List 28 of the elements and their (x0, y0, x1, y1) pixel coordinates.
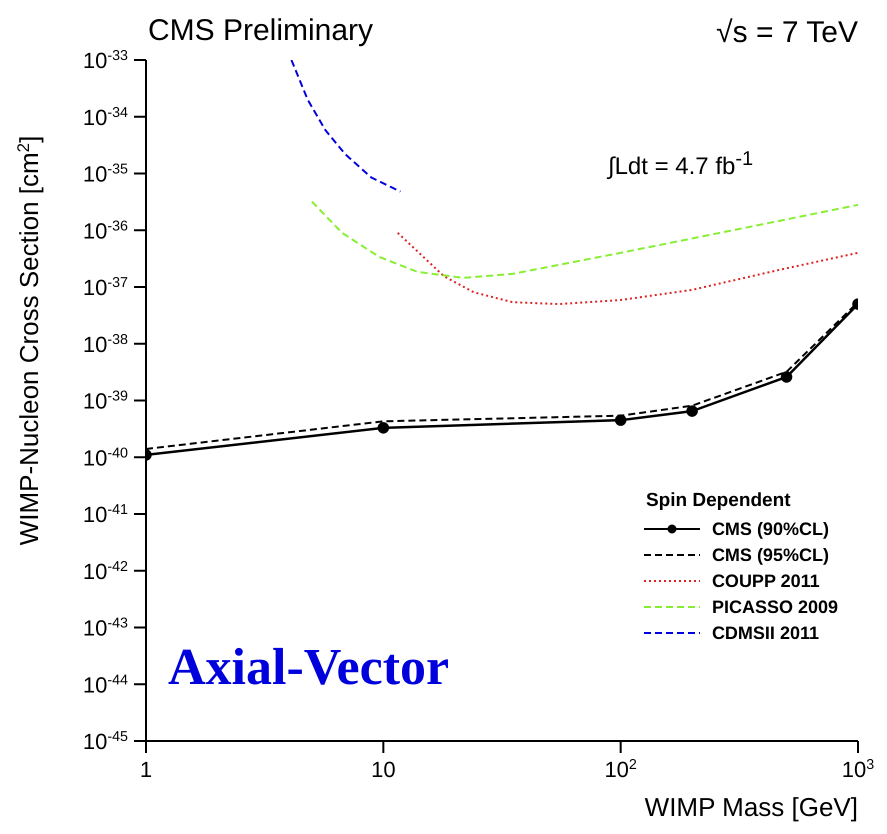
y-tick-label: 10$^{-38}$ (82, 332, 128, 357)
legend-label: COUPP 2011 (712, 570, 820, 592)
y-tick-label: 10$^{-40}$ (82, 445, 128, 470)
y-tick-label: 10$^{-41}$ (82, 502, 128, 527)
annotation: Axial-Vector (168, 638, 450, 697)
legend-label: CDMSII 2011 (712, 622, 819, 644)
legend-title: Spin Dependent (646, 490, 792, 512)
y-tick-label: 10$^{-34}$ (82, 104, 128, 130)
y-tick-label: 10$^{-42}$ (82, 558, 128, 584)
legend-label: CMS (95%CL) (712, 544, 829, 566)
x-tick-label: 10$^{2}$ (604, 757, 637, 782)
x-tick-label: 10 (371, 757, 396, 782)
legend-label: CMS (90%CL) (712, 518, 829, 540)
x-tick-label: 10$^{3}$ (842, 757, 874, 782)
y-tick-label: 10$^{-36}$ (82, 218, 128, 244)
legend-label: PICASSO 2009 (712, 596, 838, 618)
annotation: ∫Ldt = 4.7 fb$^{-1}$ (608, 148, 754, 181)
chart-title: CMS Preliminary (148, 14, 374, 48)
text: √s = 7 TeV (716, 16, 858, 50)
y-tick-label: 10$^{-33}$ (82, 48, 128, 73)
x-tick-label: 1 (140, 757, 152, 782)
y-tick-label: 10$^{-43}$ (82, 616, 128, 640)
y-tick-label: 10$^{-44}$ (82, 672, 128, 698)
x-axis-title: WIMP Mass [GeV] (644, 792, 858, 822)
y-tick-label: 10$^{-37}$ (82, 275, 128, 300)
y-tick-label: 10$^{-39}$ (82, 388, 128, 414)
y-tick-label: 10$^{-45}$ (82, 729, 128, 754)
y-tick-label: 10$^{-35}$ (82, 162, 128, 186)
